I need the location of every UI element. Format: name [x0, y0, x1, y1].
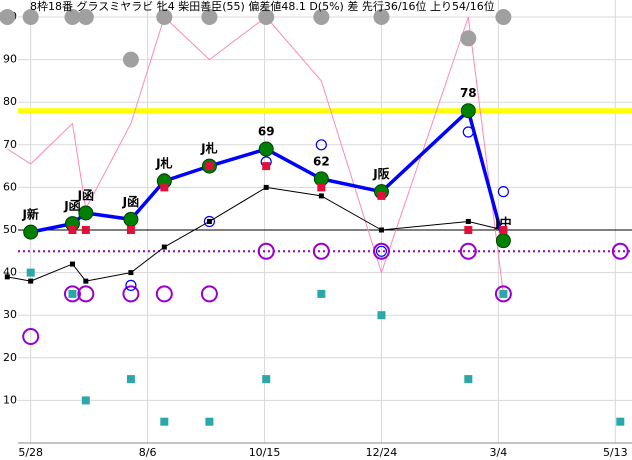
marker: [83, 278, 89, 284]
point-label: J函: [77, 188, 94, 202]
marker: [495, 233, 511, 249]
x-tick-label: 12/24: [366, 446, 398, 459]
marker: [155, 285, 173, 303]
marker: [318, 193, 324, 199]
marker: [125, 279, 137, 291]
marker: [156, 9, 173, 25]
marker: [23, 224, 39, 240]
point-label: J函: [122, 195, 139, 209]
marker: [201, 9, 218, 25]
marker: [317, 183, 326, 192]
x-tick-label: 5/13: [603, 446, 628, 459]
point-label: J札: [155, 156, 172, 171]
marker: [4, 274, 10, 280]
point-label: J新: [21, 207, 38, 222]
marker: [22, 328, 40, 345]
point-label: 69: [258, 125, 275, 139]
marker: [81, 396, 90, 405]
marker: [312, 242, 330, 260]
marker: [69, 261, 75, 267]
y-tick-label: 60: [3, 180, 17, 193]
marker: [28, 278, 34, 284]
series-line: [7, 186, 504, 282]
marker: [126, 226, 135, 234]
marker: [317, 289, 326, 298]
point-label: J阪: [372, 167, 390, 181]
marker: [377, 191, 386, 200]
marker: [160, 183, 169, 192]
marker: [0, 9, 16, 25]
x-tick-label: 5/28: [18, 446, 43, 459]
marker: [78, 205, 94, 221]
marker: [611, 242, 629, 260]
marker: [123, 211, 139, 227]
marker: [205, 417, 214, 426]
marker: [128, 270, 134, 276]
marker: [499, 289, 508, 298]
marker: [465, 218, 471, 224]
marker: [77, 9, 94, 25]
marker: [262, 162, 271, 171]
marker: [262, 375, 271, 384]
marker: [122, 285, 140, 303]
x-tick-label: 3/4: [490, 446, 508, 459]
marker: [203, 215, 216, 228]
marker: [313, 9, 330, 25]
marker: [464, 226, 473, 234]
chart-title: 8枠18番 グラスミヤラビ 牝4 柴田善臣(55) 偏差値48.1 D(5%) …: [30, 0, 495, 13]
marker: [315, 139, 327, 151]
marker: [497, 186, 509, 198]
point-label: 78: [460, 86, 477, 100]
marker: [126, 375, 135, 384]
marker: [495, 9, 512, 25]
marker: [200, 285, 218, 303]
point-label: J函: [63, 199, 80, 213]
x-tick-label: 8/6: [139, 446, 157, 459]
marker: [464, 375, 473, 384]
marker: [494, 285, 512, 303]
marker: [63, 285, 81, 303]
marker: [375, 245, 388, 257]
marker: [122, 51, 139, 68]
y-tick-label: 50: [3, 223, 17, 236]
marker: [258, 141, 274, 157]
point-label: 62: [313, 154, 330, 168]
marker: [64, 9, 81, 25]
marker: [377, 311, 386, 320]
marker: [263, 184, 269, 190]
marker: [459, 242, 477, 260]
marker: [68, 226, 77, 234]
point-label: J札: [200, 141, 217, 156]
marker: [81, 226, 90, 234]
marker: [161, 244, 167, 250]
y-tick-label: 90: [3, 53, 17, 66]
series-line: [7, 16, 504, 294]
marker: [22, 9, 39, 25]
marker: [373, 9, 390, 25]
y-tick-label: 20: [3, 351, 17, 364]
marker: [206, 218, 212, 224]
marker: [160, 417, 169, 426]
marker: [257, 242, 275, 260]
y-tick-label: 70: [3, 138, 17, 151]
marker: [460, 103, 476, 119]
y-tick-label: 30: [3, 308, 17, 321]
y-tick-label: 10: [3, 393, 17, 406]
marker: [205, 162, 214, 171]
marker: [68, 289, 77, 298]
marker: [378, 227, 384, 233]
marker: [77, 285, 95, 303]
marker: [616, 417, 625, 426]
marker: [460, 30, 477, 47]
marker: [372, 242, 390, 260]
marker: [26, 268, 35, 277]
marker: [258, 9, 275, 25]
marker: [499, 226, 508, 234]
x-tick-label: 10/15: [249, 446, 281, 459]
y-tick-label: 80: [3, 95, 17, 108]
